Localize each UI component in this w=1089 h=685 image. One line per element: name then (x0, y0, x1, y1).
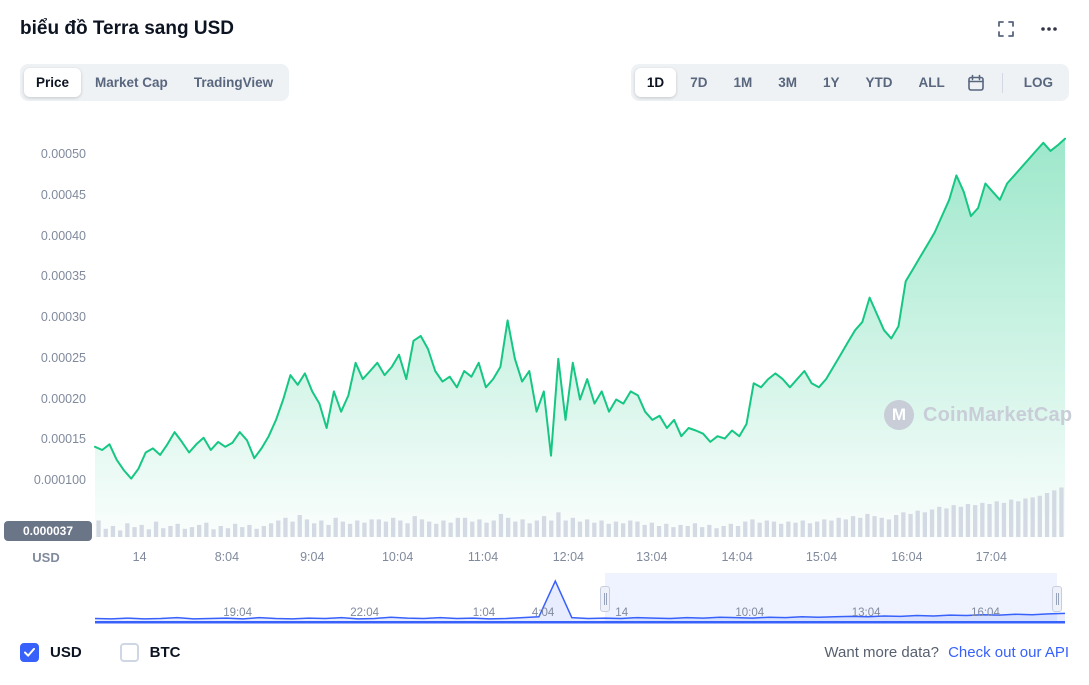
chart-canvas[interactable] (0, 107, 1089, 574)
x-axis-label: 14 (132, 550, 147, 564)
y-axis-label: 0.00040 (40, 228, 86, 243)
x-axis-label: 15:04 (805, 550, 838, 564)
chart-type-tabs: Price Market Cap TradingView (20, 64, 290, 101)
tab-tradingview[interactable]: TradingView (182, 68, 285, 97)
api-link[interactable]: Check out our API (948, 644, 1069, 661)
navigator-selection[interactable] (605, 573, 1058, 623)
currency-toggle-btc[interactable]: BTC (119, 643, 181, 662)
more-data-text: Want more data? (824, 644, 939, 661)
price-chart[interactable]: 0.00050 0.00045 0.00040 0.00035 0.00030 0.000… (0, 107, 1089, 569)
navigator-label: 19:04 (223, 607, 252, 619)
range-1y[interactable]: 1Y (811, 68, 852, 97)
watermark-text: CoinMarketCap (923, 403, 1073, 426)
more-options-icon[interactable] (1039, 20, 1059, 38)
toolbar-divider (1001, 72, 1003, 93)
navigator-label: 22:04 (350, 607, 380, 619)
x-axis-label: 16:04 (891, 550, 923, 564)
tab-price[interactable]: Price (24, 68, 82, 97)
navigator-label: 10:04 (735, 607, 765, 619)
currency-toggle-usd[interactable]: USD (20, 643, 82, 662)
y-axis-label: 0.00025 (40, 350, 86, 365)
x-axis-label: 10:04 (381, 550, 414, 564)
navigator-left-handle[interactable] (600, 586, 611, 612)
x-axis-label: 17:04 (975, 550, 1007, 564)
axis-floor-badge: 0.000037 (4, 521, 92, 542)
tab-market-cap[interactable]: Market Cap (83, 68, 180, 97)
header: biểu đồ Terra sang USD (0, 0, 1089, 50)
x-axis-label: 9:04 (300, 550, 325, 564)
chart-toolbar: Price Market Cap TradingView 1D 7D 1M 3M 1Y YTD… (20, 64, 1069, 101)
y-axis-unit: USD (32, 550, 60, 565)
page-title: biểu đồ Terra sang USD (20, 18, 234, 39)
navigator-right-handle[interactable] (1052, 586, 1063, 612)
navigator-label: 16:04 (971, 607, 1000, 619)
range-1d[interactable]: 1D (634, 68, 677, 97)
header-actions (997, 20, 1069, 38)
currency-label: USD (50, 644, 82, 661)
y-axis-label: 0.00030 (40, 310, 86, 324)
range-1m[interactable]: 1M (721, 68, 764, 97)
coinmarketcap-watermark: M CoinMarketCap (884, 400, 1072, 430)
range-ytd[interactable]: YTD (854, 68, 905, 97)
y-axis-label: 0.00015 (40, 432, 86, 447)
coinmarketcap-logo-icon: M (884, 400, 914, 430)
x-axis-label: 13:04 (636, 550, 668, 564)
currency-label: BTC (149, 644, 181, 661)
y-axis-label: 0.00050 (40, 147, 86, 161)
unchecked-checkbox[interactable] (119, 643, 139, 662)
fullscreen-icon[interactable] (997, 20, 1015, 38)
x-axis-label: 12:04 (552, 550, 584, 564)
x-axis-label: 11:04 (467, 550, 499, 564)
x-axis-label: 8:04 (214, 550, 240, 564)
calendar-icon[interactable] (959, 74, 993, 92)
range-tabs: 1D 7D 1M 3M 1Y YTD ALL (634, 68, 957, 97)
log-scale-button[interactable]: LOG (1012, 68, 1065, 97)
range-navigator[interactable]: 19:04 22:04 1:04 4:04 14 10:04 13:04 16:04 (94, 573, 1066, 629)
navigator-label: 1:04 (472, 607, 496, 619)
api-promo: Want more data? Check out our API (824, 644, 1069, 661)
navigator-label: 14 (615, 607, 629, 619)
x-axis-label: 14:04 (721, 550, 753, 564)
range-3m[interactable]: 3M (766, 68, 809, 97)
range-all[interactable]: ALL (907, 68, 957, 97)
y-axis-label: 0.000100 (33, 473, 86, 487)
y-axis-label: 0.00020 (40, 391, 86, 406)
navigator-label: 13:04 (851, 607, 881, 619)
y-axis-label: 0.00035 (40, 269, 86, 284)
range-7d[interactable]: 7D (678, 68, 719, 97)
checked-checkbox[interactable] (20, 643, 39, 662)
footer: USD BTC Want more data? Check out our API (0, 629, 1089, 662)
y-axis-label: 0.00045 (40, 187, 86, 202)
currency-toggles: USD BTC (20, 643, 181, 662)
navigator-canvas[interactable] (94, 573, 1066, 634)
navigator-label: 4:04 (531, 607, 555, 619)
range-toolbar: 1D 7D 1M 3M 1Y YTD ALL LOG (630, 64, 1069, 101)
chart-page: biểu đồ Terra sang USD Price Market Cap Tr… (0, 0, 1089, 662)
